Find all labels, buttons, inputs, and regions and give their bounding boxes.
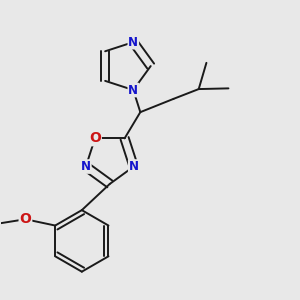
Text: N: N <box>128 36 138 49</box>
Text: N: N <box>81 160 91 173</box>
Text: N: N <box>128 83 138 97</box>
Text: N: N <box>129 160 139 173</box>
Text: O: O <box>20 212 32 226</box>
Text: O: O <box>89 131 101 146</box>
